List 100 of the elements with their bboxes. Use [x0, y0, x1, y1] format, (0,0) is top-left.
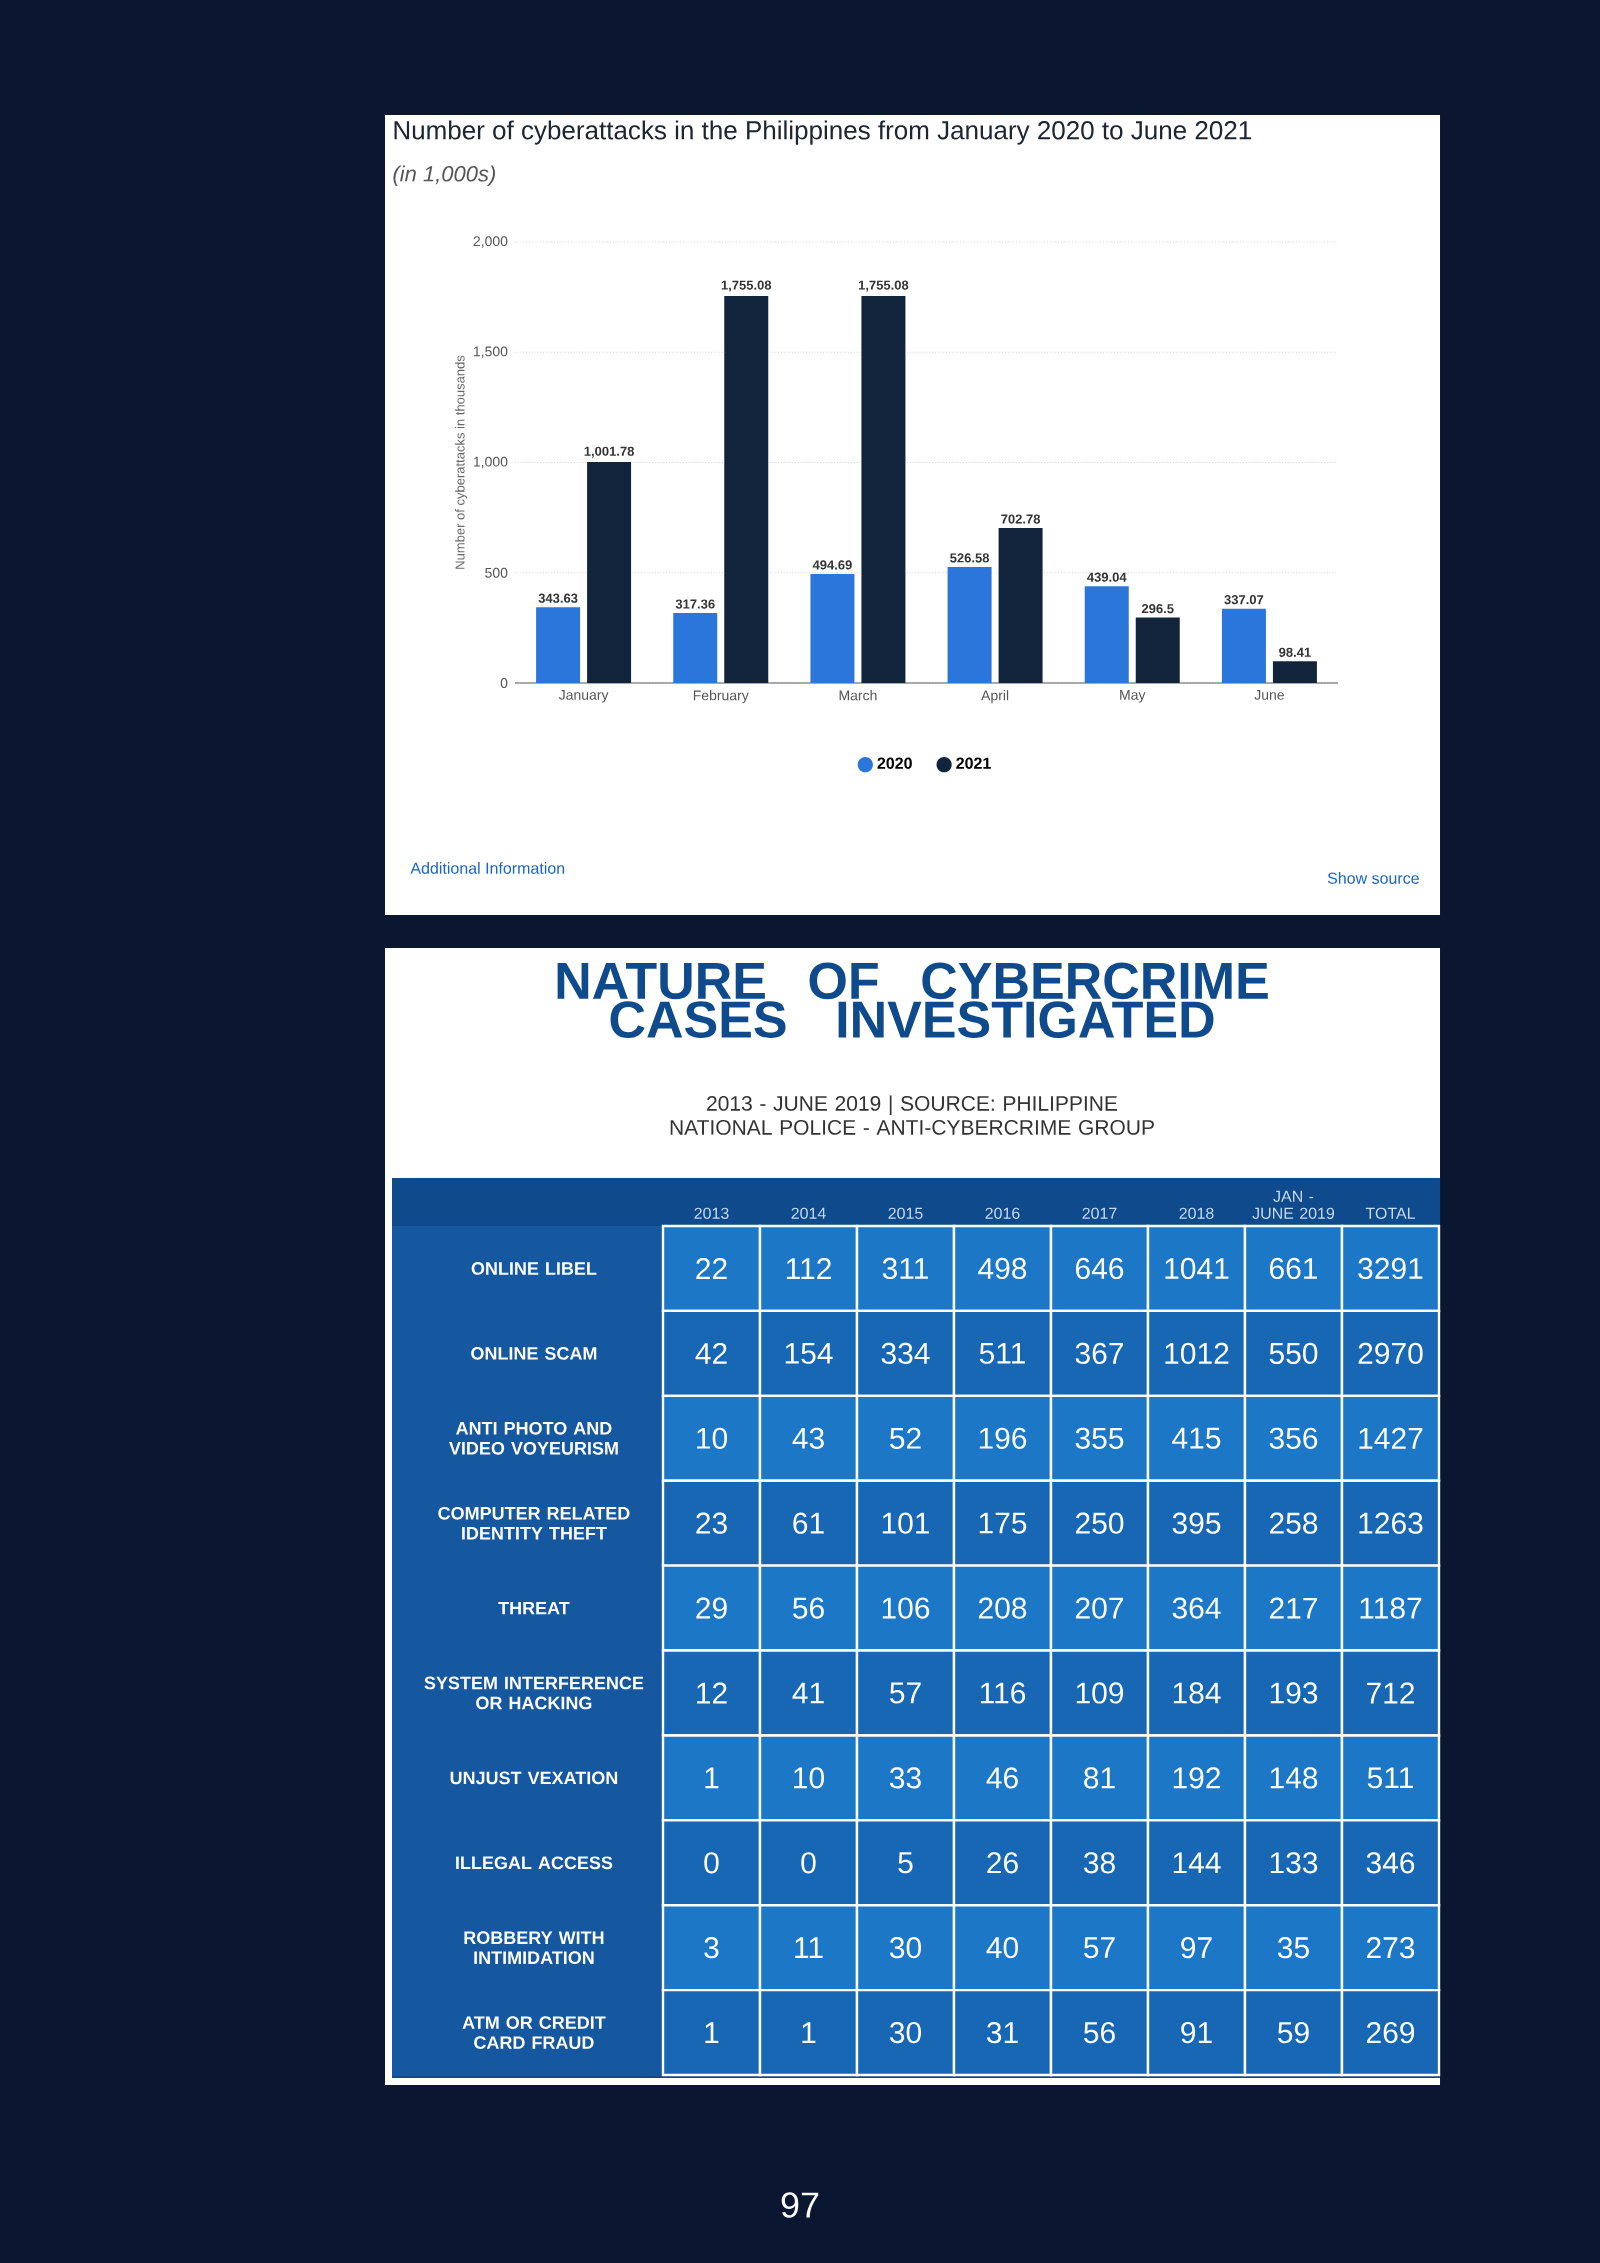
data-label: 133: [1270, 1852, 1318, 1874]
x-tick-label: 2013: [694, 1207, 729, 1219]
data-label: 0: [704, 1852, 719, 1874]
data-label: 30: [889, 2021, 921, 2044]
data-label: 41: [792, 1682, 824, 1704]
y-axis-title: Number of cyberattacks in thousands: [455, 355, 468, 569]
chart-subtitle: 2013 - JUNE 2019 | SOURCE: PHILIPPINE NATIONAL POLICE - ANTI-CYBERCRIME GROUP: [670, 1095, 1154, 1135]
data-label: 175: [979, 1512, 1027, 1534]
data-label: 106: [882, 1597, 930, 1619]
y-tick-label: ANTI PHOTO AND VIDEO VOYEURISM: [449, 1421, 618, 1455]
data-label: 57: [890, 1682, 921, 1704]
data-label: 415: [1172, 1427, 1221, 1449]
bar: [536, 607, 581, 683]
y-tick-label: COMPUTER RELATED IDENTITY THEFT: [438, 1506, 630, 1540]
data-label: 217: [1269, 1597, 1318, 1619]
y-tick-label: ONLINE LIBEL: [471, 1262, 597, 1275]
bar: [724, 296, 769, 683]
data-label: 193: [1270, 1682, 1318, 1704]
data-label: 250: [1075, 1512, 1124, 1534]
bar: [1221, 608, 1266, 683]
data-label: 56: [793, 1597, 824, 1619]
data-label: 1012: [1165, 1342, 1229, 1364]
x-tick-label: 2014: [791, 1207, 826, 1219]
data-label: 109: [1076, 1682, 1124, 1704]
data-label: 1187: [1360, 1597, 1422, 1619]
data-label: 112: [786, 1258, 831, 1279]
y-tick-label: THREAT: [498, 1601, 570, 1615]
data-label: 526.58: [950, 553, 990, 563]
data-label: 296.5: [1141, 604, 1174, 614]
bar: [947, 566, 992, 683]
data-label: 23: [696, 1512, 727, 1534]
data-label: 269: [1366, 2021, 1415, 2044]
bar: [810, 573, 855, 683]
data-label: 40: [986, 1937, 1018, 1959]
x-tick-label: February: [693, 690, 749, 704]
data-label: 646: [1076, 1257, 1124, 1280]
legend-label: 2020: [877, 757, 912, 769]
data-label: 311: [882, 1257, 928, 1280]
chart-subtitle: (in 1,000s): [393, 165, 496, 186]
data-label: 154: [785, 1342, 833, 1364]
data-label: 3291: [1358, 1257, 1423, 1280]
y-tick-label: 1,500: [473, 346, 508, 359]
y-tick-label: SYSTEM INTERFERENCE OR HACKING: [424, 1676, 644, 1710]
bar: [861, 296, 906, 683]
data-label: 46: [986, 1767, 1018, 1789]
data-label: 10: [794, 1767, 824, 1789]
data-label: 30: [889, 1937, 921, 1959]
data-label: 208: [978, 1597, 1027, 1619]
data-label: 1041: [1165, 1257, 1229, 1280]
x-tick-label: May: [1120, 690, 1146, 703]
data-label: 91: [1181, 2021, 1212, 2044]
data-label: 356: [1269, 1427, 1318, 1449]
data-label: 1,755.08: [858, 280, 909, 292]
bar: [673, 613, 718, 683]
data-label: 148: [1270, 1767, 1318, 1789]
data-label: 33: [889, 1767, 921, 1789]
text: 97: [781, 2192, 819, 2218]
data-label: 712: [1367, 1682, 1415, 1704]
data-label: 57: [1084, 1937, 1115, 1959]
x-tick-label: 2018: [1179, 1207, 1214, 1219]
data-label: 702.78: [1001, 514, 1041, 524]
data-label: 81: [1084, 1767, 1115, 1789]
data-label: 273: [1366, 1937, 1415, 1959]
data-label: 10: [697, 1427, 727, 1449]
x-tick-label: 2017: [1082, 1207, 1117, 1219]
data-label: 184: [1173, 1682, 1221, 1704]
legend-label: 2021: [956, 757, 991, 769]
data-label: 207: [1075, 1597, 1124, 1619]
x-tick-label: June: [1254, 690, 1284, 700]
data-label: 337.07: [1224, 595, 1264, 605]
bar: [587, 462, 632, 683]
data-label: 343.63: [538, 593, 578, 603]
y-tick-label: ILLEGAL ACCESS: [456, 1856, 613, 1870]
data-label: 346: [1366, 1852, 1415, 1874]
x-tick-label: January: [558, 690, 609, 703]
x-tick-label: 2015: [888, 1207, 923, 1219]
data-label: 439.04: [1087, 572, 1127, 582]
data-label: 2970: [1358, 1342, 1423, 1364]
data-label: 1: [802, 2022, 816, 2043]
y-tick-label: UNJUST VEXATION: [450, 1771, 618, 1785]
data-label: 661: [1270, 1257, 1318, 1280]
data-label: 116: [980, 1682, 1026, 1704]
data-label: 22: [696, 1258, 727, 1279]
data-label: 59: [1278, 2021, 1309, 2044]
data-label: 43: [792, 1427, 824, 1449]
data-label: 61: [793, 1512, 824, 1534]
data-label: 101: [882, 1512, 930, 1534]
data-label: 334: [881, 1342, 930, 1364]
x-tick-label: March: [839, 690, 877, 701]
data-label: 511: [979, 1342, 1025, 1364]
data-label: 1,001.78: [584, 446, 634, 458]
text: Additional Information: [410, 862, 565, 874]
data-label: 1: [705, 2022, 719, 2043]
chart-title: Number of cyberattacks in the Philippines from January 2020 to June 2021: [394, 120, 1251, 145]
data-label: 35: [1277, 1937, 1309, 1959]
chart-title: NATURE OF CYBERCRIME CASES INVESTIGATED: [557, 962, 1268, 1039]
y-tick-label: 2,000: [473, 236, 508, 248]
data-label: 144: [1173, 1852, 1221, 1874]
data-label: 1: [705, 1767, 719, 1789]
bar: [1084, 586, 1129, 683]
